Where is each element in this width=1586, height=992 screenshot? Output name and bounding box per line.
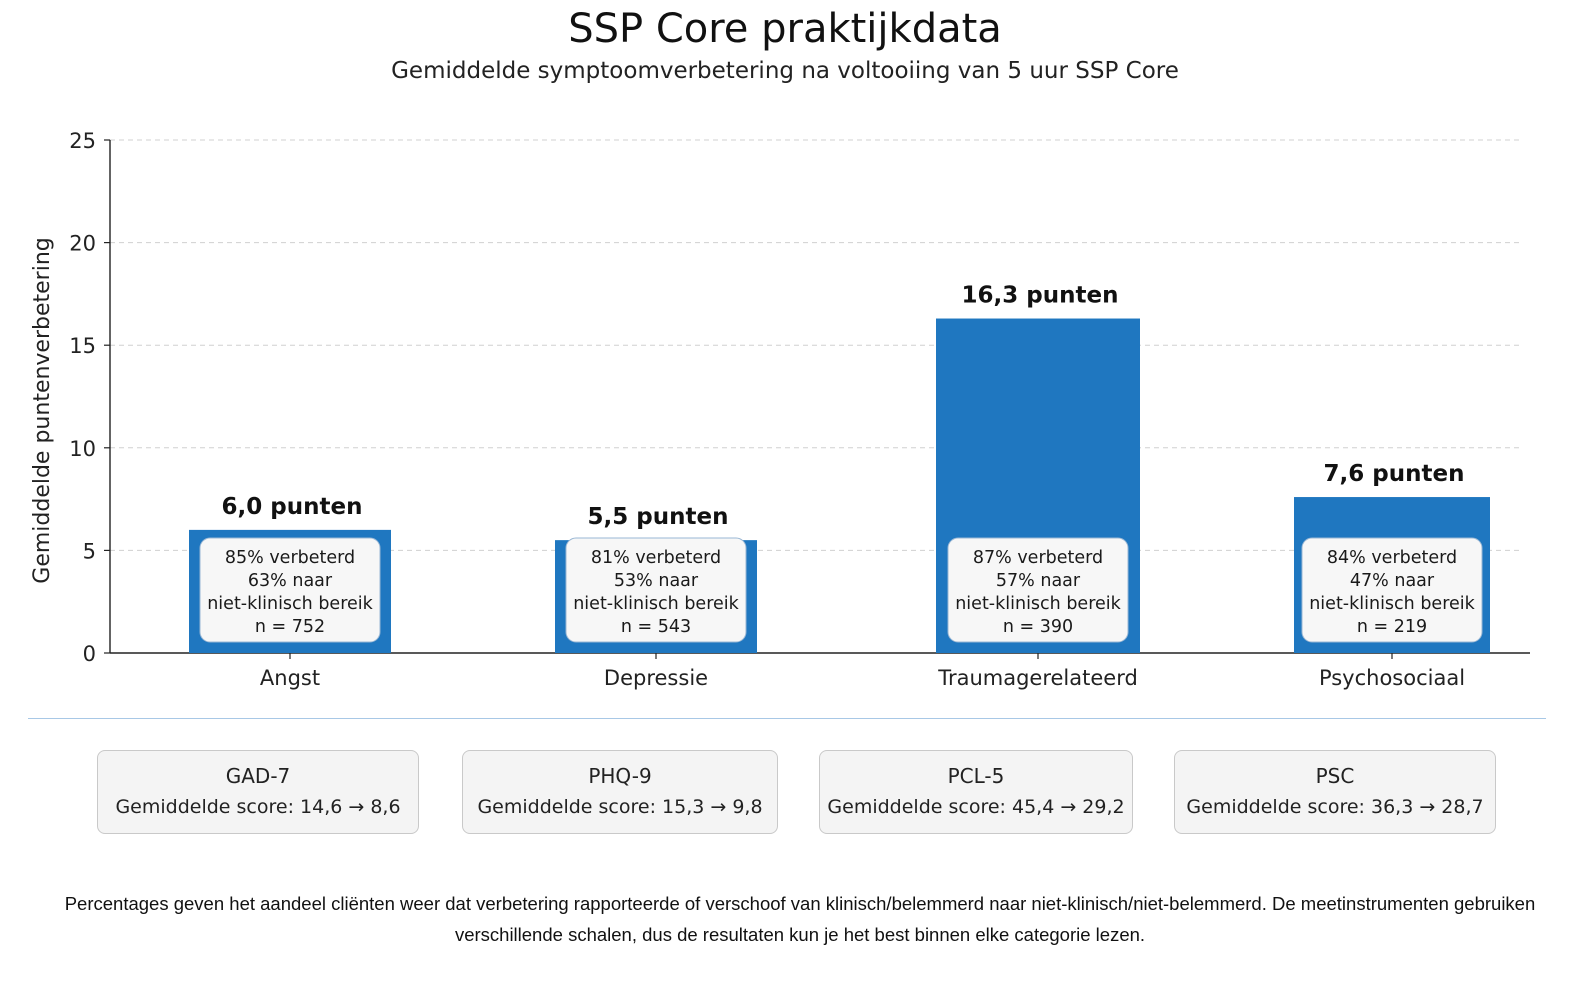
annotation-line: 47% naar xyxy=(1350,571,1435,591)
annotation-line: 53% naar xyxy=(614,571,699,591)
y-tick-label: 10 xyxy=(69,437,96,461)
bar-value-label: 6,0 punten xyxy=(222,494,363,520)
measure-score: Gemiddelde score: 45,4 → 29,2 xyxy=(827,796,1125,818)
annotation-line: niet-klinisch bereik xyxy=(207,594,373,614)
category-label: Angst xyxy=(260,666,320,690)
annotation-line: n = 543 xyxy=(621,617,691,637)
measure-name: PHQ-9 xyxy=(588,764,652,788)
annotation-line: 57% naar xyxy=(996,571,1081,591)
y-tick-label: 25 xyxy=(69,129,96,153)
y-tick-label: 0 xyxy=(83,642,96,666)
measure-card-pcl5: PCL-5 Gemiddelde score: 45,4 → 29,2 xyxy=(819,750,1133,834)
annotation-box xyxy=(565,537,747,643)
annotation-line: n = 219 xyxy=(1357,617,1427,637)
annotation-line: 85% verbeterd xyxy=(225,548,355,568)
category-label: Depressie xyxy=(604,666,708,690)
measure-cards: GAD-7 Gemiddelde score: 14,6 → 8,6 PHQ-9… xyxy=(0,750,1586,838)
y-axis-label: Gemiddelde puntenverbetering xyxy=(30,237,55,583)
y-tick-label: 20 xyxy=(69,232,96,256)
bar-value-label: 5,5 punten xyxy=(588,504,729,530)
category-label: Psychosociaal xyxy=(1319,666,1465,690)
annotation-line: 63% naar xyxy=(248,571,333,591)
annotation-line: niet-klinisch bereik xyxy=(955,594,1121,614)
measure-score: Gemiddelde score: 14,6 → 8,6 xyxy=(115,796,401,818)
measure-card-psc: PSC Gemiddelde score: 36,3 → 28,7 xyxy=(1174,750,1496,834)
y-tick-label: 15 xyxy=(69,334,96,358)
category-label: Traumagerelateerd xyxy=(937,666,1138,690)
section-divider xyxy=(28,718,1546,719)
footnote: Percentages geven het aandeel cliënten w… xyxy=(64,893,1536,945)
bar-chart: 0 5 10 15 20 25 Gemiddelde puntenverbetering 6,… xyxy=(30,129,1530,690)
bar-value-label: 16,3 punten xyxy=(962,283,1119,309)
y-tick-label: 5 xyxy=(83,539,96,563)
measure-name: PSC xyxy=(1315,764,1355,788)
annotation-line: n = 752 xyxy=(255,617,325,637)
measure-name: GAD-7 xyxy=(225,764,291,788)
chart-title: SSP Core praktijkdata xyxy=(568,6,1002,52)
annotation-line: 81% verbeterd xyxy=(591,548,721,568)
annotation-line: 87% verbeterd xyxy=(973,548,1103,568)
measure-score: Gemiddelde score: 15,3 → 9,8 xyxy=(477,796,763,818)
annotation-box xyxy=(199,537,381,643)
measure-name: PCL-5 xyxy=(947,764,1005,788)
annotation-line: n = 390 xyxy=(1003,617,1073,637)
measure-score: Gemiddelde score: 36,3 → 28,7 xyxy=(1186,796,1484,818)
measure-card-phq9: PHQ-9 Gemiddelde score: 15,3 → 9,8 xyxy=(462,750,778,834)
annotation-line: 84% verbeterd xyxy=(1327,548,1457,568)
annotation-box xyxy=(947,537,1129,643)
annotation-line: niet-klinisch bereik xyxy=(1309,594,1475,614)
annotation-line: niet-klinisch bereik xyxy=(573,594,739,614)
annotation-box xyxy=(1301,537,1483,643)
bar-value-label: 7,6 punten xyxy=(1324,461,1465,487)
measure-card-gad7: GAD-7 Gemiddelde score: 14,6 → 8,6 xyxy=(97,750,419,834)
chart-subtitle: Gemiddelde symptoomverbetering na voltoo… xyxy=(391,58,1179,84)
